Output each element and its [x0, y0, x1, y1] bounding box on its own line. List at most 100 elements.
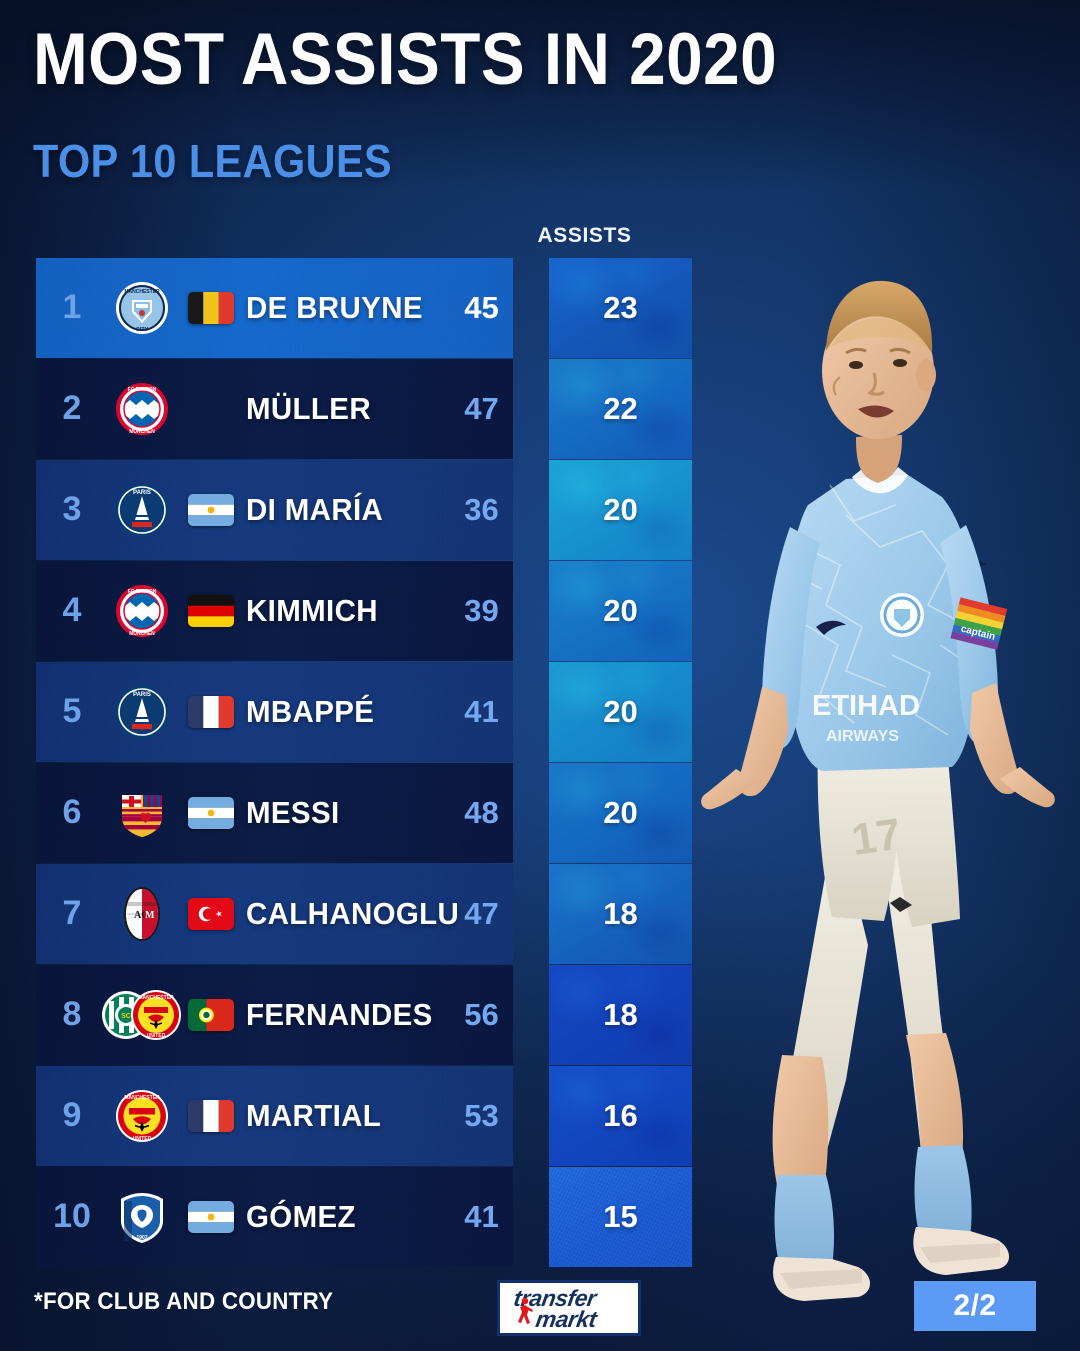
games-value: 41: [464, 1198, 499, 1234]
games-value: 48: [464, 794, 499, 830]
assists-value-cell: 23: [549, 258, 692, 358]
assists-value-cell: 20: [549, 561, 692, 661]
table-row[interactable]: 1 MANCHESTER CITY DE BRUYNE 45 23: [36, 258, 692, 358]
row-rank: 4: [62, 591, 82, 630]
svg-text:MANCHESTER: MANCHESTER: [124, 1095, 160, 1101]
player-name: CALHANOGLU: [246, 895, 460, 931]
table-row[interactable]: 9 MANCHESTER UNITED MARTIAL 53 16: [36, 1066, 692, 1166]
assists-value: 18: [603, 895, 638, 931]
club-crest-bayern-munich-icon: FC BAYERN MÜNCHEN: [116, 584, 168, 637]
row-rank: 6: [62, 793, 82, 832]
svg-text:FC BAYERN: FC BAYERN: [128, 589, 157, 595]
games-value: 39: [464, 592, 499, 628]
svg-text:MÜNCHEN: MÜNCHEN: [129, 428, 155, 435]
logo-text-markt: markt: [534, 1306, 599, 1332]
row-rank: 5: [62, 692, 82, 731]
club-crest-fc-barcelona-icon: [122, 794, 162, 837]
row-rank: 9: [62, 1096, 82, 1135]
svg-text:UNITED: UNITED: [147, 1033, 166, 1039]
svg-text:MANCHESTER: MANCHESTER: [138, 995, 174, 1001]
assists-value: 20: [603, 592, 638, 628]
row-background: [36, 1167, 513, 1267]
svg-text:AC: AC: [134, 910, 148, 921]
club-crest-manchester-city-icon: MANCHESTER CITY: [116, 281, 168, 334]
page-title: MOST ASSISTS IN 2020: [33, 19, 778, 100]
games-value: 56: [464, 996, 499, 1032]
svg-text:MANCHESTER: MANCHESTER: [124, 289, 160, 295]
assists-value-cell: 20: [549, 460, 692, 560]
table-row[interactable]: 6 MESSI 48 20: [36, 763, 692, 863]
country-flag-argentina-icon: [188, 493, 234, 526]
player-name: FERNANDES: [246, 996, 433, 1032]
footnote: *FOR CLUB AND COUNTRY: [34, 1288, 334, 1315]
row-rank: 7: [62, 894, 82, 933]
player-name: KIMMICH: [246, 592, 378, 628]
player-name: MESSI: [246, 794, 340, 830]
table-row[interactable]: 3 PARIS DI MARÍA 36 20: [36, 460, 692, 560]
row-background: [36, 763, 513, 863]
assists-value: 20: [603, 794, 638, 830]
row-background: [36, 1066, 513, 1166]
assists-value-cell: 22: [549, 359, 692, 459]
player-name: DE BRUYNE: [246, 289, 423, 325]
assists-value: 22: [603, 390, 638, 426]
club-crest-manchester-united-icon: MANCHESTER UNITED: [116, 1089, 168, 1142]
table-row[interactable]: 7 AC M CALHANOGLU 47 18: [36, 864, 692, 964]
assists-value-cell: 16: [549, 1066, 692, 1166]
svg-text:17: 17: [849, 810, 904, 865]
svg-text:FC BAYERN: FC BAYERN: [128, 387, 157, 393]
row-background: [36, 359, 513, 459]
row-background: [36, 662, 513, 762]
assists-value-cell: 18: [549, 864, 692, 964]
assists-value: 18: [603, 996, 638, 1032]
country-flag-argentina-icon: [188, 1200, 234, 1233]
country-flag-germany-icon: [188, 594, 234, 627]
svg-text:UNITED: UNITED: [133, 1136, 152, 1142]
svg-text:M: M: [145, 910, 155, 921]
player-name: DI MARÍA: [246, 491, 384, 527]
svg-text:MÜNCHEN: MÜNCHEN: [129, 630, 155, 637]
games-value: 53: [464, 1097, 499, 1133]
country-flag-turkey-icon: [188, 897, 234, 930]
games-value: 47: [464, 895, 499, 931]
table-row[interactable]: 4 FC BAYERN MÜNCHEN KIMMICH 39 20: [36, 561, 692, 661]
row-rank: 8: [62, 995, 82, 1034]
row-rank: 3: [62, 490, 82, 529]
svg-text:ETIHAD: ETIHAD: [812, 690, 920, 722]
assists-value: 16: [603, 1097, 638, 1133]
ranking-table: 1 MANCHESTER CITY DE BRUYNE 45 23 2: [36, 258, 692, 1268]
club-crest-paris-saint-germain-icon: PARIS: [116, 483, 168, 536]
player-photo-de-bruyne: 17 ETIHAD AIRWAYS: [701, 280, 1055, 1301]
assists-value-cell: 18: [549, 965, 692, 1065]
row-rank: 2: [62, 389, 82, 428]
assists-value: 20: [603, 491, 638, 527]
assists-value-cell: 20: [549, 763, 692, 863]
assists-value: 20: [603, 693, 638, 729]
svg-text:1907: 1907: [136, 1235, 147, 1241]
table-row[interactable]: 2 FC BAYERN MÜNCHEN MÜLLER 47 22: [36, 359, 692, 459]
svg-text:SC: SC: [121, 1013, 131, 1020]
games-value: 41: [464, 693, 499, 729]
table-row[interactable]: 10 1907 GÓMEZ 41 15: [36, 1167, 692, 1267]
row-rank: 10: [53, 1197, 91, 1236]
table-row[interactable]: 8 SC MANCHESTER UNITED FERNANDES: [36, 965, 692, 1065]
country-flag-france-icon: [188, 695, 234, 728]
table-row[interactable]: 5 PARIS MBAPPÉ 41 20: [36, 662, 692, 762]
club-crest-sporting-cp-manchester-united-icon: SC MANCHESTER UNITED: [102, 989, 181, 1040]
runner-figure-icon: [518, 1297, 533, 1324]
club-crest-atalanta-icon: 1907: [121, 1192, 163, 1243]
svg-text:PARIS: PARIS: [133, 692, 151, 698]
assists-value: 23: [603, 289, 638, 325]
svg-text:PARIS: PARIS: [133, 490, 151, 496]
country-flag-argentina-icon: [188, 796, 234, 829]
assists-value-cell: 20: [549, 662, 692, 762]
club-crest-bayern-munich-icon: FC BAYERN MÜNCHEN: [116, 382, 168, 435]
player-name: GÓMEZ: [246, 1198, 356, 1234]
page-badge: 2/2: [914, 1281, 1036, 1331]
svg-text:CITY: CITY: [136, 327, 149, 333]
player-name: MÜLLER: [246, 390, 371, 426]
games-value: 47: [464, 390, 499, 426]
transfermarkt-logo[interactable]: transfer markt: [497, 1280, 641, 1336]
country-flag-portugal-icon: [188, 998, 234, 1031]
